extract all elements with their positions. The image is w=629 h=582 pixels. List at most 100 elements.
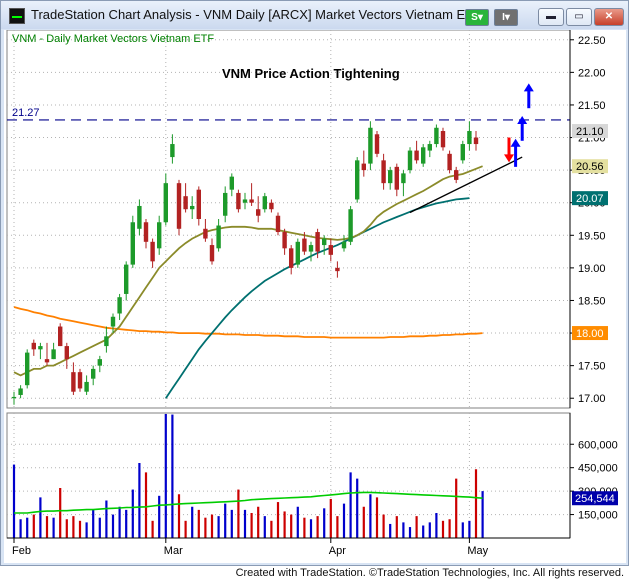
volume-bar — [461, 522, 464, 538]
volume-bar — [32, 514, 35, 538]
candle-body — [51, 349, 56, 360]
volume-bar — [217, 516, 220, 538]
volume-bar — [191, 506, 194, 538]
candle-body — [137, 205, 142, 229]
candle-body — [275, 215, 281, 233]
up-arrow-icon-head — [523, 83, 534, 92]
candle-body — [335, 267, 340, 272]
volume-bar — [375, 497, 379, 538]
candle-body — [124, 264, 129, 294]
last-price-tag-label: 21.10 — [576, 126, 604, 138]
chart-subtitle: VNM - Daily Market Vectors Vietnam ETF — [12, 33, 214, 45]
volume-panel — [6, 412, 571, 539]
candle-body — [308, 245, 314, 252]
candle-body — [262, 196, 267, 210]
candle-body — [97, 359, 102, 366]
y-tick-label: 21.50 — [578, 100, 606, 112]
candle-body — [117, 297, 122, 314]
candle-body — [388, 170, 393, 184]
volume-ma-line — [14, 491, 483, 514]
candle-body — [328, 245, 333, 255]
candle-body — [467, 131, 472, 145]
candle-body — [229, 176, 234, 190]
volume-bar — [85, 522, 88, 538]
candle-body — [190, 205, 195, 210]
ma50-tag-label: 20.07 — [576, 193, 604, 205]
minimize-icon[interactable]: ▬ — [538, 8, 564, 26]
chart-area[interactable]: 22.5022.0021.5021.0020.5020.0019.5019.00… — [4, 30, 626, 563]
candle-body — [110, 316, 116, 327]
last-price-tag — [572, 124, 608, 139]
volume-bar — [329, 498, 332, 538]
volume-bar — [270, 520, 273, 538]
candle-body — [157, 222, 162, 249]
x-tick-label: Mar — [164, 545, 183, 557]
candle-body — [374, 134, 380, 154]
volume-bar — [474, 469, 478, 538]
candle-body — [249, 199, 254, 203]
volume-bar — [177, 494, 181, 538]
candle-body — [203, 228, 208, 239]
ma200-tag — [572, 326, 608, 341]
footer: Created with TradeStation. ©TradeStation… — [0, 566, 629, 582]
volume-bar — [144, 472, 148, 538]
candle-body — [170, 144, 175, 158]
candle-body — [183, 196, 188, 210]
candle-body — [84, 381, 89, 392]
maximize-icon[interactable]: ▭ — [566, 8, 592, 26]
volume-bar — [125, 509, 128, 538]
symbol-link-button[interactable]: S▾ — [465, 9, 489, 26]
candle-body — [361, 163, 366, 171]
volume-bar — [316, 516, 319, 538]
volume-bar — [12, 464, 16, 538]
title-bar[interactable]: TradeStation Chart Analysis - VNM Daily … — [1, 1, 628, 29]
candle-body — [242, 199, 248, 203]
volume-bar — [303, 517, 306, 538]
volume-bar — [243, 509, 247, 538]
x-tick-label: Apr — [329, 545, 346, 557]
x-tick-label: Feb — [12, 545, 31, 557]
candle-body — [163, 183, 168, 223]
candle-body — [44, 359, 50, 363]
info-button[interactable]: I▾ — [494, 9, 518, 26]
volume-bar — [19, 519, 22, 538]
volume-bar — [65, 519, 68, 538]
y-tick-label: 17.50 — [578, 361, 606, 373]
candle-body — [150, 241, 155, 262]
candle-body — [25, 352, 30, 386]
candle-body — [427, 144, 432, 151]
candle-body — [77, 372, 83, 389]
chart-window: TradeStation Chart Analysis - VNM Daily … — [0, 0, 629, 566]
volume-bar — [151, 520, 154, 538]
ma200-tag-label: 18.00 — [576, 328, 604, 340]
volume-bar — [296, 506, 299, 538]
volume-bar — [428, 522, 431, 538]
candle-body — [223, 192, 228, 216]
window-title: TradeStation Chart Analysis - VNM Daily … — [31, 7, 482, 22]
volume-bar — [323, 508, 326, 538]
candle-body — [143, 222, 149, 242]
price-panel — [6, 30, 571, 409]
resistance-label: 21.27 — [12, 107, 40, 119]
y-tick-label: 22.50 — [578, 35, 606, 47]
volume-bar — [349, 472, 352, 538]
candle-body — [11, 396, 17, 399]
candle-body — [315, 232, 320, 252]
close-icon[interactable]: ✕ — [594, 8, 624, 26]
y-tick-label: 17.00 — [578, 393, 606, 405]
ma20-tag-label: 20.56 — [576, 161, 604, 173]
volume-bar — [263, 516, 266, 538]
volume-bar — [138, 463, 141, 538]
volume-bar — [197, 509, 200, 538]
trendline — [409, 156, 523, 214]
volume-bar — [111, 514, 115, 538]
volume-bar — [448, 519, 451, 538]
volume-bar — [250, 513, 253, 538]
candle-body — [407, 150, 413, 171]
volume-bar — [257, 506, 260, 538]
volume-bar — [158, 495, 161, 538]
volume-bar — [184, 520, 187, 538]
candle-body — [302, 238, 307, 252]
candle-body — [256, 209, 261, 216]
volume-bar — [356, 478, 359, 538]
